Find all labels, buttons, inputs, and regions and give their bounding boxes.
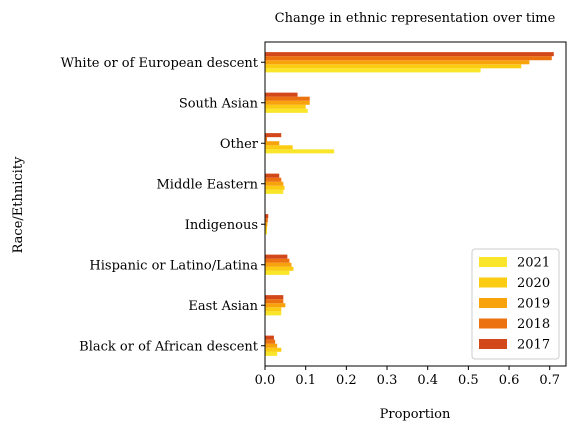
bar-2020-6	[265, 105, 306, 109]
bar-2019-0	[265, 344, 277, 348]
x-tick-label: 0.5	[458, 373, 479, 388]
y-axis-label: Race/Ethnicity	[11, 156, 26, 253]
legend-swatch-2018	[479, 319, 507, 329]
bar-2019-2	[265, 263, 291, 267]
x-tick-label: 0.3	[377, 373, 398, 388]
x-tick-label: 0.4	[417, 373, 438, 388]
bar-2021-4	[265, 190, 283, 194]
bar-2018-1	[265, 299, 283, 303]
bar-2019-5	[265, 141, 279, 145]
bar-2020-2	[265, 267, 293, 271]
bar-2021-6	[265, 109, 308, 113]
bar-2017-7	[265, 52, 554, 56]
y-tick-label: Hispanic or Latino/Latina	[89, 258, 258, 273]
legend-label-2019: 2019	[517, 297, 550, 312]
legend-label-2020: 2020	[517, 276, 550, 291]
bar-2017-6	[265, 93, 298, 97]
bar-2021-5	[265, 149, 334, 153]
chart-title: Change in ethnic representation over tim…	[275, 11, 556, 26]
bar-2018-6	[265, 97, 310, 101]
legend-label-2017: 2017	[517, 338, 550, 353]
legend-swatch-2019	[479, 298, 507, 308]
bar-2019-7	[265, 60, 529, 64]
legend-swatch-2017	[479, 339, 507, 349]
y-tick-label: East Asian	[188, 299, 258, 314]
bar-2018-0	[265, 340, 275, 344]
bar-2019-6	[265, 101, 310, 105]
legend-label-2021: 2021	[517, 256, 550, 271]
bar-2021-0	[265, 352, 277, 356]
bar-2017-0	[265, 336, 274, 340]
y-tick-label: White or of European descent	[61, 56, 259, 71]
y-tick-label: Other	[220, 137, 259, 152]
bar-2020-4	[265, 186, 285, 190]
y-tick-label: Indigenous	[185, 218, 258, 233]
bar-2017-2	[265, 255, 287, 259]
bar-2021-2	[265, 271, 289, 275]
bar-2020-5	[265, 145, 293, 149]
x-tick-label: 0.7	[539, 373, 560, 388]
bar-2019-4	[265, 182, 283, 186]
legend: 2021 2020 2019 2018 2017	[472, 249, 559, 359]
bar-2017-4	[265, 174, 279, 178]
bar-2018-7	[265, 56, 552, 60]
bar-2019-1	[265, 303, 285, 307]
bar-2021-1	[265, 311, 281, 315]
y-tick-label: Black or of African descent	[79, 339, 259, 354]
bar-2020-7	[265, 64, 521, 68]
bar-2020-0	[265, 348, 281, 352]
legend-label-2018: 2018	[517, 317, 550, 332]
x-tick-label: 0.2	[336, 373, 357, 388]
bar-2018-4	[265, 178, 281, 182]
bar-2017-5	[265, 133, 281, 137]
x-axis-label: Proportion	[380, 407, 451, 422]
y-tick-label: South Asian	[179, 96, 259, 111]
bar-2017-1	[265, 295, 283, 299]
bar-2021-7	[265, 68, 481, 72]
bar-2020-1	[265, 307, 281, 311]
x-tick-label: 0.6	[499, 373, 520, 388]
x-tick-label: 0.1	[295, 373, 316, 388]
legend-swatch-2020	[479, 278, 507, 288]
y-tick-label: Middle Eastern	[156, 177, 258, 192]
bar-2018-2	[265, 259, 289, 263]
x-tick-label: 0.0	[255, 373, 276, 388]
legend-swatch-2021	[479, 257, 507, 267]
